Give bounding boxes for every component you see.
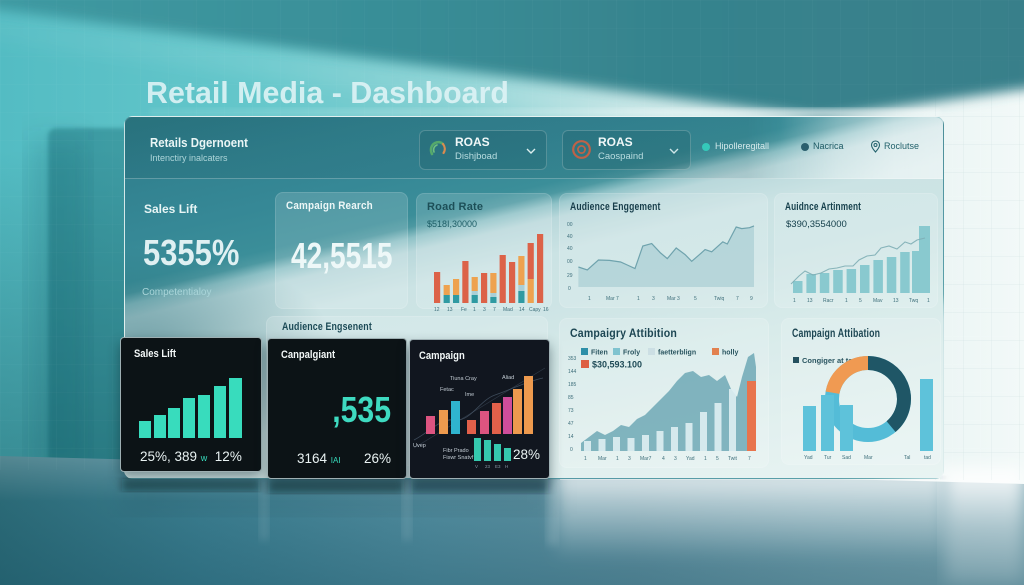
svg-text:7: 7 [493,307,496,312]
svg-text:29: 29 [567,273,573,279]
svg-text:16: 16 [543,307,549,312]
svg-text:Yad: Yad [686,456,695,462]
svg-text:Twiq: Twiq [714,296,725,302]
svg-text:Fibr Prado: Fibr Prado [443,448,469,454]
svg-text:1: 1 [637,296,640,302]
svg-text:3: 3 [483,307,486,312]
svg-text:Fiten: Fiten [591,350,608,357]
svg-text:12: 12 [434,307,440,312]
svg-text:holly: holly [722,350,738,357]
svg-text:Mar 3: Mar 3 [667,296,680,302]
svg-text:0: 0 [570,447,573,453]
svg-text:185: 185 [568,382,577,388]
svg-text:85: 85 [568,395,574,401]
svg-text:faetterblign: faetterblign [658,350,696,357]
svg-text:Tal: Tal [904,455,910,461]
svg-text:23: 23 [485,464,491,469]
svg-text:1: 1 [584,456,587,462]
svg-text:tad: tad [924,455,931,461]
svg-text:00: 00 [567,259,573,265]
svg-text:47: 47 [568,421,574,427]
svg-text:14: 14 [519,307,525,312]
svg-text:3: 3 [652,296,655,302]
svg-text:1: 1 [845,298,848,304]
svg-text:Racr: Racr [823,298,834,304]
svg-text:13: 13 [807,298,813,304]
svg-text:Mar: Mar [864,455,873,461]
svg-text:0: 0 [568,286,571,292]
svg-text:5: 5 [859,298,862,304]
svg-text:1: 1 [704,456,707,462]
svg-text:Fe: Fe [461,307,467,312]
svg-text:00: 00 [567,222,573,228]
svg-text:1: 1 [927,298,930,304]
svg-text:Twit: Twit [728,456,738,462]
svg-text:Congiger at teal: Congiger at teal [802,356,859,365]
svg-text:Fetac: Fetac [440,387,454,393]
svg-text:353: 353 [568,356,577,362]
svg-text:7: 7 [748,456,751,462]
svg-text:Uvep: Uvep [413,443,426,449]
svg-text:13: 13 [447,307,453,312]
svg-text:Capy: Capy [529,307,541,312]
svg-text:Mav: Mav [873,298,883,304]
svg-text:40: 40 [567,246,573,252]
svg-text:4: 4 [662,456,665,462]
svg-text:7: 7 [736,296,739,302]
svg-text:E3: E3 [495,464,501,469]
svg-text:13: 13 [893,298,899,304]
svg-text:1: 1 [588,296,591,302]
svg-text:Yad: Yad [804,455,813,461]
svg-text:Mar: Mar [598,456,607,462]
svg-text:Mad: Mad [503,307,513,312]
svg-text:1: 1 [616,456,619,462]
svg-text:Aliad: Aliad [502,375,514,381]
svg-text:1: 1 [473,307,476,312]
svg-text:3: 3 [628,456,631,462]
svg-text:Tiuna Cray: Tiuna Cray [450,376,477,382]
svg-text:Sad: Sad [842,455,851,461]
svg-text:14: 14 [568,434,574,440]
svg-text:$30,593.100: $30,593.100 [592,360,642,370]
svg-text:40: 40 [567,234,573,240]
svg-text:Ime: Ime [465,392,474,398]
svg-text:Fiswr Snatvf: Fiswr Snatvf [443,455,474,461]
svg-text:9: 9 [750,296,753,302]
svg-text:5: 5 [716,456,719,462]
svg-text:144: 144 [568,369,577,375]
svg-text:Twq: Twq [909,298,918,304]
svg-text:1: 1 [793,298,796,304]
svg-text:73: 73 [568,408,574,414]
svg-text:Mar7: Mar7 [640,456,652,462]
svg-text:H: H [505,464,508,469]
svg-text:V: V [475,464,478,469]
svg-text:Froly: Froly [623,350,640,357]
svg-text:Tur: Tur [824,455,832,461]
svg-text:5: 5 [694,296,697,302]
svg-text:Mar 7: Mar 7 [606,296,619,302]
svg-text:3: 3 [674,456,677,462]
